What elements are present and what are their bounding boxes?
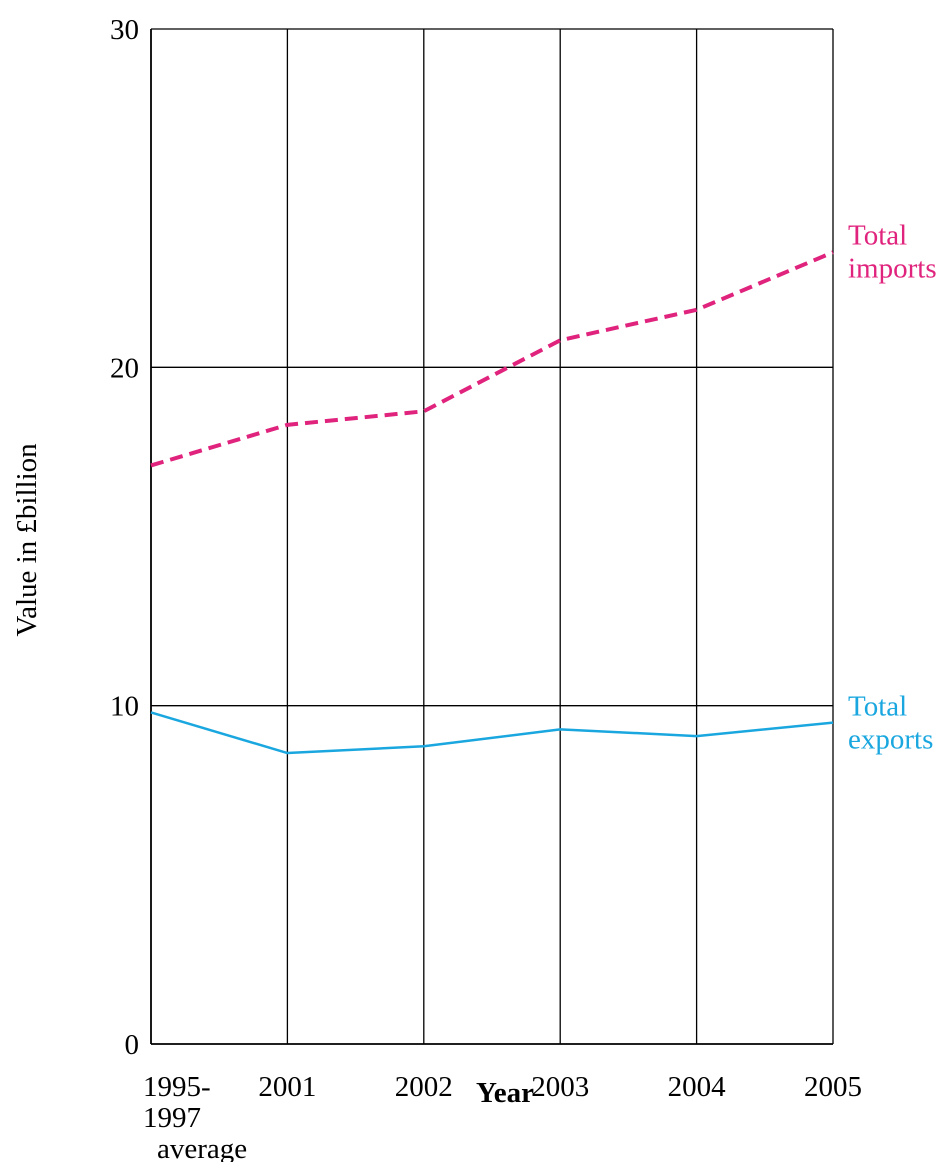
x-tick-label: 2003 (531, 1071, 589, 1103)
series-labels: Total imports Total exports (848, 219, 937, 755)
series-label: Total exports (848, 691, 933, 756)
x-tick-label: 2005 (804, 1071, 862, 1103)
x-tick-label: 2001 (258, 1071, 316, 1103)
series-label: Total imports (848, 219, 937, 284)
axes (150, 29, 833, 1045)
series-line (150, 250, 834, 468)
series-line (150, 711, 834, 755)
y-tick-label: 20 (110, 352, 139, 384)
x-tick-label: 2004 (668, 1071, 727, 1103)
x-axis-title: Year (476, 1077, 534, 1109)
x-tick-label: 1995-1997 average (143, 1071, 247, 1162)
y-tick-label: 10 (110, 691, 139, 723)
grid-lines (151, 28, 834, 1044)
y-tick-label: 30 (110, 14, 139, 46)
series-lines (150, 250, 834, 755)
y-axis-title: Value in £billion (11, 443, 43, 637)
x-tick-label: 2002 (395, 1071, 453, 1103)
y-tick-label: 0 (125, 1029, 140, 1061)
tick-labels: 0 10 20 30 1995-1997 average 2001 2002 2003 2004 2… (110, 14, 862, 1162)
